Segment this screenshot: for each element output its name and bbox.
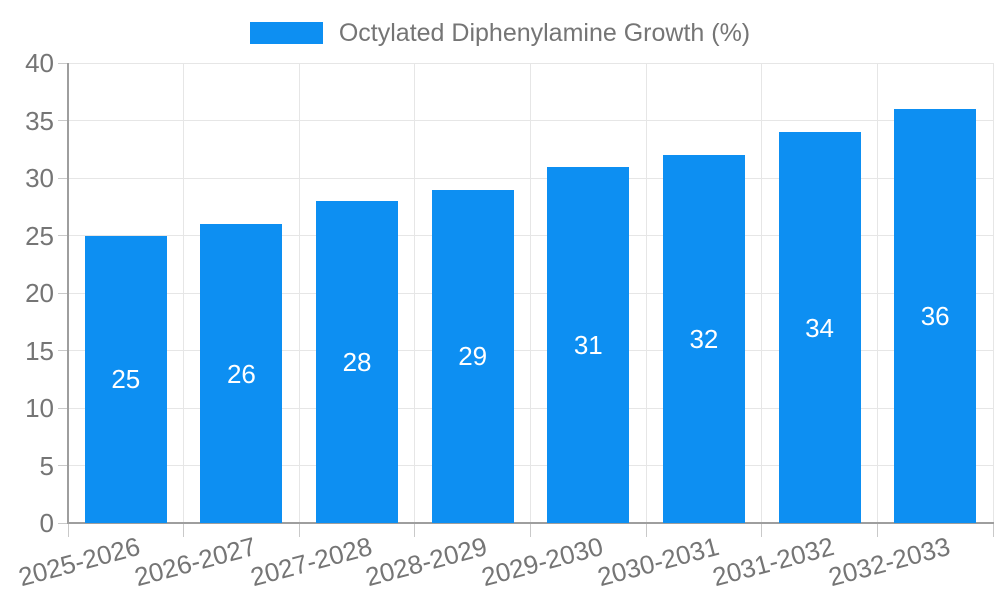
bar-value-label: 29 — [458, 341, 488, 372]
x-axis-label: 2028-2029 — [362, 531, 491, 593]
x-axis-label: 2029-2030 — [478, 531, 607, 593]
bar-value-label: 34 — [805, 312, 835, 343]
y-tick — [58, 120, 68, 121]
v-gridline — [876, 63, 878, 523]
x-axis-label: 2032-2033 — [825, 531, 953, 593]
x-axis-label: 2025-2026 — [15, 531, 144, 593]
y-axis-label: 10 — [25, 393, 54, 423]
bar[interactable]: 25 — [84, 235, 167, 523]
bar-value-label: 32 — [689, 324, 719, 354]
y-axis-label: 40 — [25, 48, 54, 78]
legend-swatch[interactable] — [249, 22, 323, 44]
y-tick — [58, 235, 68, 236]
x-axis-label: 2027-2028 — [246, 531, 375, 593]
bar-value-label: 28 — [342, 347, 372, 377]
y-tick — [58, 407, 68, 409]
y-axis-label: 5 — [39, 450, 54, 481]
x-tick — [645, 523, 647, 537]
x-tick — [183, 523, 185, 537]
x-tick — [876, 523, 878, 537]
x-tick — [992, 523, 994, 537]
bar[interactable]: 31 — [547, 166, 630, 523]
v-gridline — [414, 63, 416, 523]
bar-value-label: 31 — [573, 329, 603, 360]
bar[interactable]: 36 — [894, 109, 977, 523]
y-tick — [58, 292, 68, 294]
y-axis-label: 30 — [25, 163, 54, 193]
y-tick — [58, 62, 68, 64]
v-gridline — [992, 63, 994, 523]
v-gridline — [645, 63, 647, 523]
bar[interactable]: 29 — [431, 189, 514, 523]
bar[interactable]: 34 — [778, 132, 861, 523]
y-axis-label: 15 — [25, 335, 54, 366]
y-axis-label: 25 — [25, 220, 54, 251]
y-axis-line — [67, 63, 69, 523]
legend-label: Octylated Diphenylamine Growth (%) — [338, 19, 751, 47]
bar-value-label: 36 — [920, 301, 950, 331]
y-tick — [58, 177, 68, 179]
x-tick — [761, 523, 763, 537]
bar[interactable]: 32 — [662, 155, 745, 523]
y-tick — [58, 350, 68, 351]
bar[interactable]: 28 — [316, 201, 399, 523]
v-gridline — [298, 63, 300, 523]
x-tick — [298, 523, 300, 537]
y-axis-label: 20 — [25, 278, 54, 308]
y-tick — [58, 522, 68, 524]
x-tick — [67, 523, 69, 537]
x-tick — [414, 523, 416, 537]
bar[interactable]: 26 — [200, 224, 283, 523]
x-tick — [530, 523, 531, 537]
x-axis-label: 2031-2032 — [709, 531, 838, 593]
x-axis-label: 2026-2027 — [131, 531, 260, 593]
y-axis-label: 35 — [25, 105, 54, 136]
v-gridline — [530, 63, 531, 523]
y-tick — [58, 465, 68, 466]
bar-value-label: 25 — [111, 364, 141, 395]
x-axis-line — [67, 522, 994, 524]
v-gridline — [183, 63, 185, 523]
legend[interactable]: Octylated Diphenylamine Growth (%) — [0, 18, 1000, 48]
x-axis-label: 2030-2031 — [593, 531, 722, 593]
y-axis-label: 0 — [39, 508, 54, 538]
v-gridline — [761, 63, 763, 523]
bar-value-label: 26 — [226, 358, 256, 389]
